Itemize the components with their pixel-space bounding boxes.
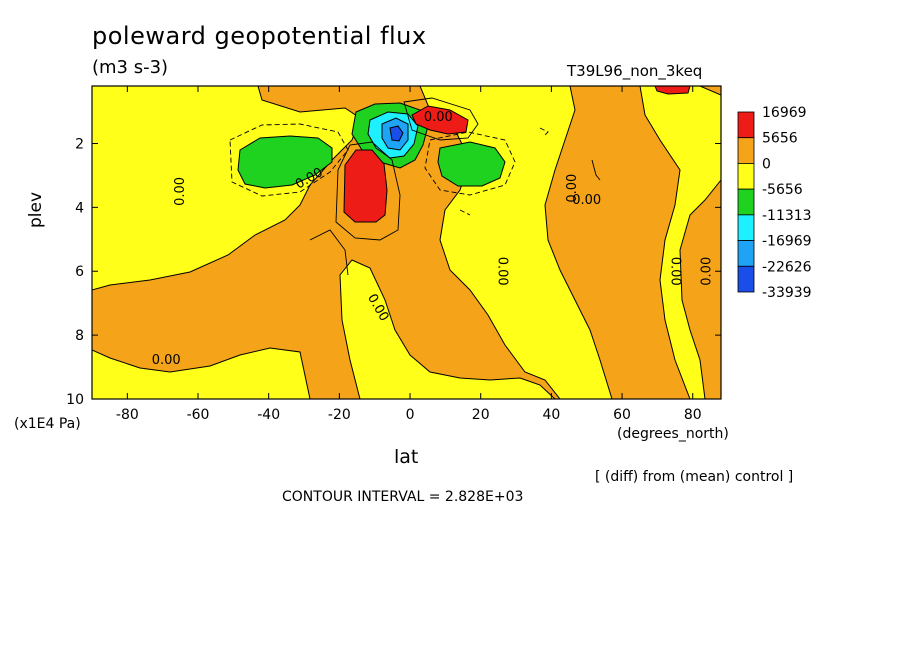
solid-contour-1 (335, 141, 401, 241)
red-region-top (654, 86, 691, 95)
colorbar-label: -11313 (762, 208, 812, 224)
solid-contour-2 (309, 229, 349, 276)
x-tick-label: 20 (472, 407, 490, 423)
yellow-region-lower-west (92, 347, 311, 399)
colorbar-label: -5656 (762, 182, 803, 198)
x-tick-label: 80 (684, 407, 702, 423)
colorbar-label: -16969 (762, 234, 812, 250)
solid-contour-4 (403, 97, 479, 141)
solid-contour-3 (591, 159, 601, 181)
contour-label: 0.00 (572, 193, 601, 208)
contour-label: 0.00 (668, 257, 683, 286)
contour-label: 0.00 (152, 353, 181, 368)
green-region-south (237, 135, 333, 189)
contour-label: 0.00 (173, 177, 188, 206)
colorbar-swatch (737, 111, 755, 139)
x-tick-label: -40 (257, 407, 280, 423)
x-tick-label: -80 (116, 407, 139, 423)
x-tick-label: 0 (406, 407, 415, 423)
colorbar-label: -33939 (762, 285, 812, 301)
dashed-contour-4 (539, 127, 549, 137)
green-region-north (437, 141, 506, 187)
chart-title: poleward geopotential flux (92, 22, 427, 50)
diff-note: [ (diff) from (mean) control ] (595, 469, 794, 485)
contour-label: 0.00 (699, 257, 714, 286)
colorbar-label: 16969 (762, 105, 807, 121)
yellow-region-east (419, 86, 613, 399)
x-tick-label: 60 (613, 407, 631, 423)
yellow-region-lower-center (339, 259, 556, 399)
colorbar-swatch (737, 240, 755, 267)
y-tick-label: 6 (75, 264, 84, 280)
contour-interval: CONTOUR INTERVAL = 2.828E+03 (282, 489, 524, 505)
contour-label: 0.00 (424, 110, 453, 125)
run-label: T39L96_non_3keq (567, 62, 703, 80)
yellow-region-far-east (639, 86, 721, 399)
colorbar-label: 0 (762, 156, 771, 172)
y-tick-label: 8 (75, 328, 84, 344)
colorbar-label: 5656 (762, 131, 798, 147)
plot-frame (91, 85, 722, 400)
dashed-contour-2 (424, 131, 516, 196)
colorbar-label: -22626 (762, 259, 812, 275)
colorbar-swatch (737, 265, 755, 293)
x-tick-label: -20 (328, 407, 351, 423)
chart-units: (m3 s-3) (92, 57, 169, 78)
colorbar-swatch (737, 188, 755, 216)
x-tick-label: -60 (187, 407, 210, 423)
y-tick-label: 4 (75, 200, 84, 216)
y-tick-label: 10 (66, 392, 84, 408)
x-axis-label: lat (394, 446, 419, 468)
red-region-column (343, 149, 388, 223)
x-axis-unit: (degrees_north) (617, 426, 729, 442)
dashed-contour-1 (229, 123, 349, 197)
contour-label: 0.00 (494, 257, 509, 286)
y-axis-unit: (x1E4 Pa) (14, 416, 81, 432)
dashed-contour-3 (459, 209, 471, 216)
contour-label: 0.00 (565, 174, 580, 203)
colorbar-swatch (737, 214, 755, 241)
colorbar-swatch (737, 163, 755, 190)
y-tick-label: 2 (75, 136, 84, 152)
deep-blue-region-core (389, 125, 404, 142)
x-tick-label: 40 (542, 407, 560, 423)
colorbar-swatch (737, 137, 755, 164)
